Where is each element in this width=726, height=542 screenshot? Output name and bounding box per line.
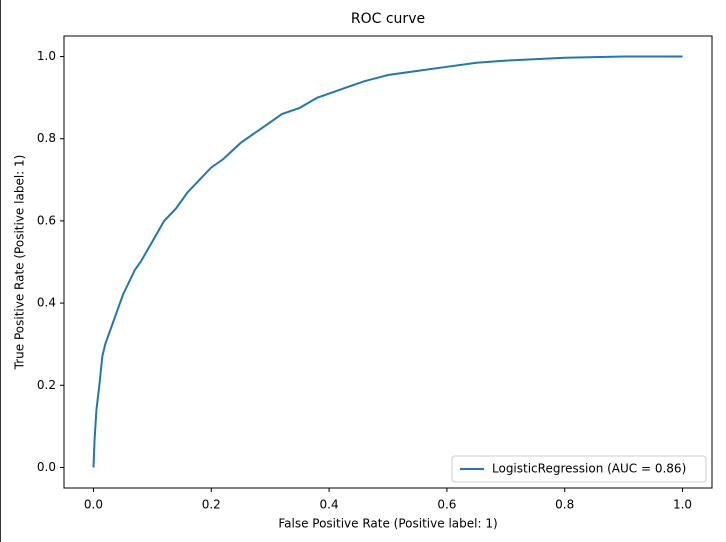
x-tick-label: 0.0 xyxy=(84,498,103,512)
y-tick-label: 0.2 xyxy=(37,378,56,392)
y-axis-label: True Positive Rate (Positive label: 1) xyxy=(13,155,27,371)
y-tick-label: 0.8 xyxy=(37,131,56,145)
y-tick-label: 0.0 xyxy=(37,460,56,474)
x-axis-label: False Positive Rate (Positive label: 1) xyxy=(278,517,497,531)
y-tick-label: 0.6 xyxy=(37,213,56,227)
chart-title: ROC curve xyxy=(351,11,425,27)
legend-label: LogisticRegression (AUC = 0.86) xyxy=(492,462,686,476)
y-tick-label: 0.4 xyxy=(37,296,56,310)
plot-frame xyxy=(63,35,713,489)
x-tick-label: 1.0 xyxy=(673,498,692,512)
legend-box xyxy=(451,455,707,483)
y-tick-label: 1.0 xyxy=(37,49,56,63)
roc-line xyxy=(92,55,683,468)
x-tick-label: 0.4 xyxy=(320,498,339,512)
x-tick-label: 0.6 xyxy=(437,498,456,512)
x-tick-label: 0.8 xyxy=(555,498,574,512)
x-tick-label: 0.2 xyxy=(202,498,221,512)
